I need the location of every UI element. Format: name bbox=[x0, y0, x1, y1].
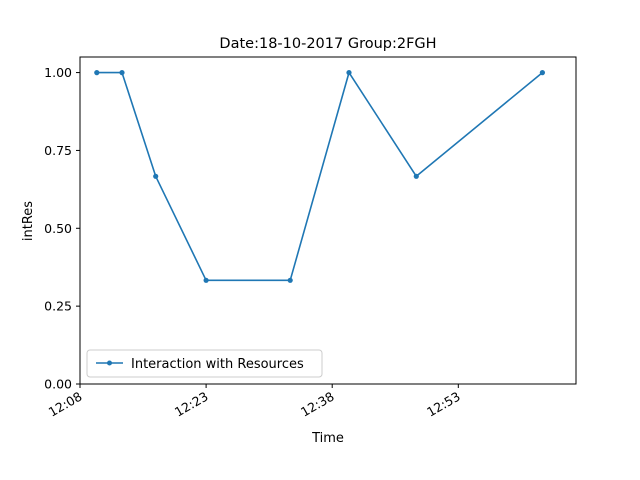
y-tick-label: 1.00 bbox=[44, 65, 72, 80]
y-axis-label: intRes bbox=[21, 201, 36, 241]
series-group bbox=[94, 70, 546, 283]
y-axis: 0.00 0.25 0.50 0.75 1.00 bbox=[44, 65, 80, 392]
legend-box bbox=[86, 349, 323, 378]
series-line bbox=[96, 71, 543, 282]
y-tick-label: 0.25 bbox=[44, 299, 72, 314]
legend: Interaction with Resources bbox=[86, 349, 323, 378]
data-point bbox=[94, 70, 100, 76]
x-axis-label: Time bbox=[311, 431, 344, 446]
y-tick-label: 0.50 bbox=[44, 221, 72, 236]
data-point bbox=[287, 277, 293, 283]
legend-label: Interaction with Resources bbox=[131, 357, 304, 372]
plot-area bbox=[79, 56, 577, 385]
data-point bbox=[413, 173, 419, 179]
data-point bbox=[119, 70, 125, 76]
y-tick-label: 0.75 bbox=[44, 143, 72, 158]
y-tick-label: 0.00 bbox=[44, 377, 72, 392]
data-point bbox=[539, 70, 546, 76]
chart-title: Date:18-10-2017 Group:2FGH bbox=[219, 36, 436, 52]
data-point bbox=[346, 70, 352, 76]
legend-marker-icon bbox=[107, 360, 112, 366]
data-point bbox=[203, 277, 209, 283]
data-point bbox=[153, 173, 159, 179]
